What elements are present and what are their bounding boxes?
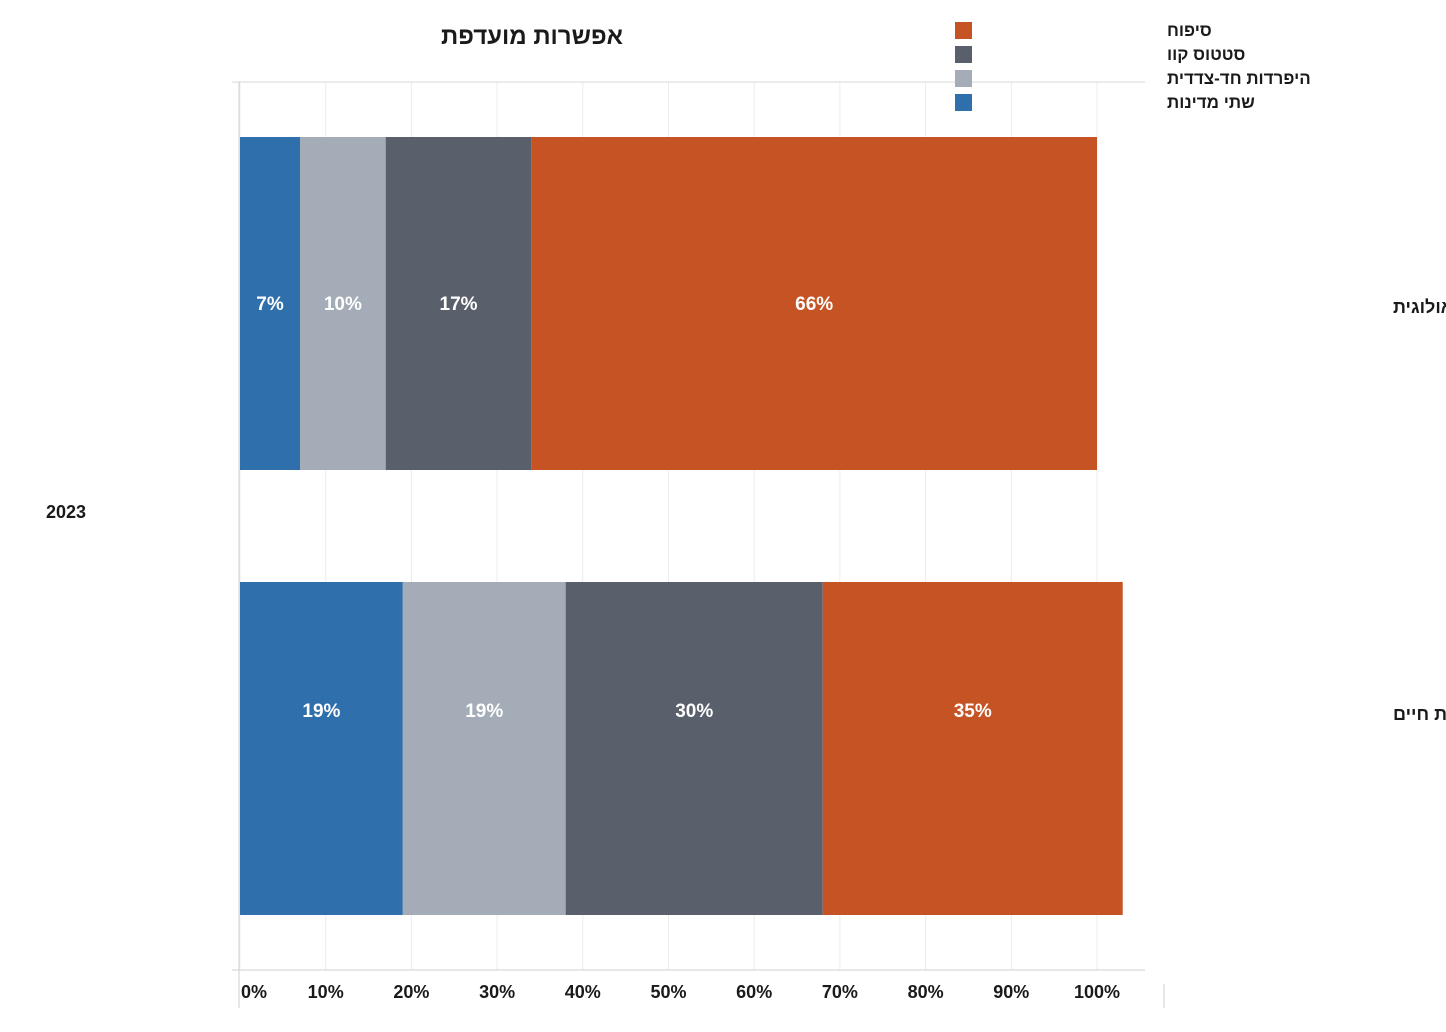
bar-segment <box>402 582 566 915</box>
x-tick-label: 20% <box>393 982 429 1002</box>
x-tick-label: 60% <box>736 982 772 1002</box>
legend-label: היפרדות חד-צדדית <box>1167 69 1311 88</box>
chart-title: אפשרות מועדפת <box>441 23 623 50</box>
legend-label: שתי מדינות <box>1167 93 1255 112</box>
data-label: 35% <box>954 701 992 722</box>
data-label: 19% <box>302 701 340 722</box>
data-label: 19% <box>465 701 503 722</box>
data-label: 10% <box>324 294 362 315</box>
x-tick-label: 90% <box>993 982 1029 1002</box>
category-label: התיישבות אידיאולוגית <box>1393 297 1446 317</box>
group-label: 2023 <box>46 502 86 522</box>
bar-segment <box>240 137 300 470</box>
bar-segment <box>822 582 1123 915</box>
x-axis-ticks: 0% 10% 20% 30% 40% 50% 60% 70% 80% 90% 100% <box>241 982 1120 1002</box>
data-label: 30% <box>675 701 713 722</box>
bars: 7% 10% 17% 66% 19% 19% 30% 35% <box>240 137 1123 915</box>
x-tick-label: 80% <box>908 982 944 1002</box>
bar-segment <box>565 582 823 915</box>
legend-swatch <box>955 94 972 111</box>
category-labels: התיישבות אידיאולוגית התיישבות איכות חיים <box>1393 297 1446 724</box>
x-tick-label: 0% <box>241 982 267 1002</box>
legend-swatch <box>955 70 972 87</box>
legend-label: סטטוס קוו <box>1167 45 1245 64</box>
x-tick-label: 40% <box>565 982 601 1002</box>
legend: סיפוח סטטוס קוו היפרדות חד-צדדית שתי מדינות <box>955 21 1311 112</box>
bar-segment <box>385 137 532 470</box>
bar-segment <box>299 137 386 470</box>
data-label: 66% <box>795 294 833 315</box>
x-tick-label: 30% <box>479 982 515 1002</box>
bar-segment <box>240 582 403 915</box>
x-tick-label: 100% <box>1074 982 1120 1002</box>
legend-swatch <box>955 46 972 63</box>
x-tick-label: 50% <box>650 982 686 1002</box>
axes <box>232 81 1165 1008</box>
legend-swatch <box>955 22 972 39</box>
x-tick-label: 10% <box>308 982 344 1002</box>
bar-segment <box>531 137 1097 470</box>
data-label: 7% <box>256 294 284 315</box>
x-tick-label: 70% <box>822 982 858 1002</box>
data-label: 17% <box>440 294 478 315</box>
legend-label: סיפוח <box>1167 21 1212 40</box>
category-label: התיישבות איכות חיים <box>1393 704 1446 724</box>
